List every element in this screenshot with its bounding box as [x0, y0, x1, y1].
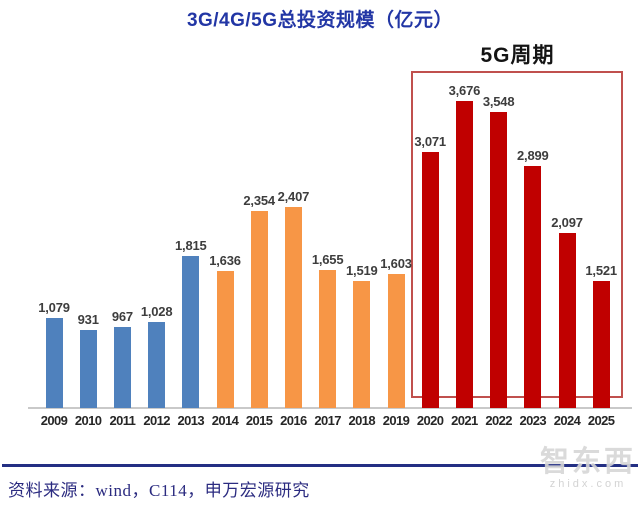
x-axis-label: 2020: [416, 413, 444, 428]
watermark-url: zhidx.com: [549, 478, 627, 491]
bar-value-label: 1,521: [585, 263, 617, 278]
x-axis-label: 2021: [451, 413, 478, 428]
bar-2017: [319, 270, 337, 408]
x-axis-label: 2013: [177, 413, 205, 428]
bar-2011: [113, 327, 131, 408]
bar-value-label: 1,655: [311, 252, 344, 267]
bar-2023: [524, 166, 542, 408]
bar-value-label: 2,354: [243, 193, 275, 208]
x-axis-label: 2024: [553, 413, 581, 428]
x-axis-label: 2023: [519, 413, 547, 428]
watermark-logo-text: 智东西: [539, 446, 636, 478]
x-axis-label: 2012: [143, 413, 170, 428]
bar-value-label: 931: [77, 312, 99, 327]
bar-2018: [353, 281, 371, 408]
bar-value-label: 2,097: [551, 215, 583, 230]
bar-value-label: 1,815: [175, 238, 207, 253]
x-axis-label: 2018: [348, 413, 376, 428]
annotation-5g-cycle-box: [411, 71, 623, 398]
bar-2024: [558, 233, 576, 408]
x-axis-label: 2016: [280, 413, 307, 428]
bar-value-label: 1,028: [140, 304, 173, 319]
bar-2016: [284, 207, 302, 408]
x-axis-label: 2019: [382, 413, 410, 428]
bar-2009: [45, 318, 63, 408]
bar-value-label: 3,676: [448, 83, 481, 98]
bar-value-label: 1,519: [346, 263, 378, 278]
bar-value-label: 2,899: [517, 148, 549, 163]
bar-2020: [421, 152, 439, 408]
x-axis-label: 2014: [211, 413, 239, 428]
x-axis-label: 2015: [245, 413, 273, 428]
bar-2015: [250, 211, 268, 408]
bar-2013: [182, 256, 200, 408]
bar-2022: [490, 112, 508, 408]
zhidx-watermark: 智东西 zhidx.com: [540, 446, 636, 490]
x-axis-label: 2017: [314, 413, 341, 428]
annotation-5g-cycle-label: 5G周期: [480, 44, 555, 67]
bar-2025: [592, 281, 610, 408]
bar-2012: [148, 322, 166, 408]
x-axis-label: 2009: [40, 413, 68, 428]
bar-2019: [387, 274, 405, 408]
bar-value-label: 1,079: [38, 300, 70, 315]
bar-value-label: 1,603: [380, 256, 412, 271]
bar-value-label: 2,407: [277, 189, 310, 204]
source-note: 资料来源：wind，C114，申万宏源研究: [8, 481, 310, 500]
x-axis-line: [28, 407, 632, 409]
bar-2014: [216, 271, 234, 408]
bar-value-label: 967: [111, 309, 133, 324]
chart-title: 3G/4G/5G总投资规模（亿元）: [186, 10, 454, 31]
footer-divider-line: [2, 464, 638, 467]
bar-value-label: 3,548: [482, 94, 515, 109]
x-axis-label: 2022: [485, 413, 512, 428]
x-axis-label: 2025: [587, 413, 615, 428]
bar-2021: [455, 101, 473, 408]
bar-value-label: 1,636: [209, 253, 241, 268]
bar-2010: [79, 330, 97, 408]
bar-value-label: 3,071: [414, 134, 446, 149]
x-axis-label: 2011: [109, 413, 136, 428]
x-axis-label: 2010: [74, 413, 102, 428]
